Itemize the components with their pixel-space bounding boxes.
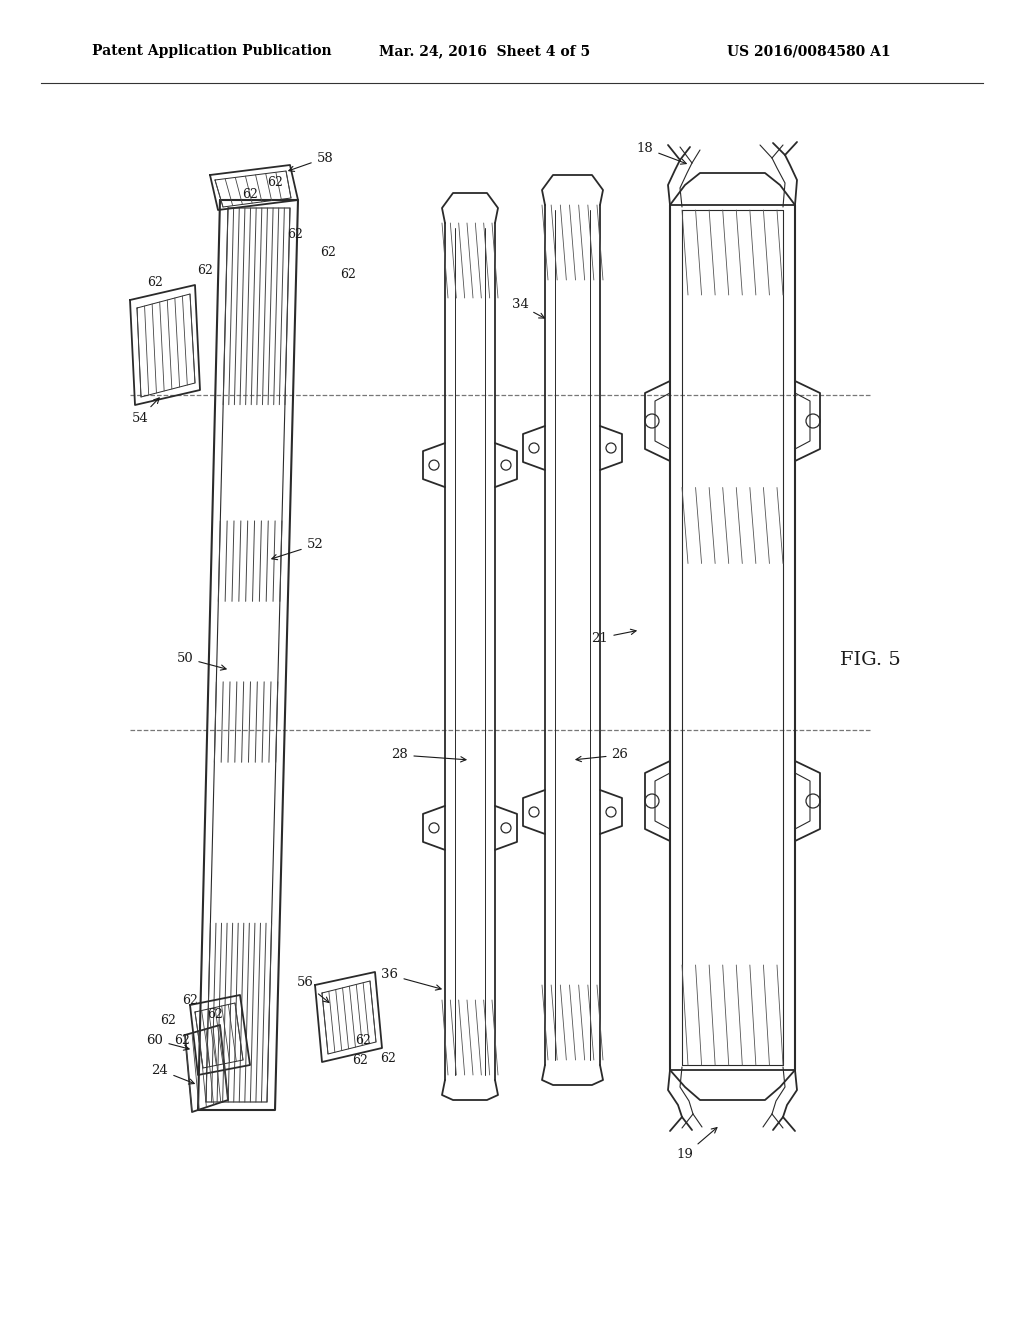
Text: US 2016/0084580 A1: US 2016/0084580 A1	[727, 45, 891, 58]
Text: 19: 19	[677, 1127, 717, 1162]
Text: 26: 26	[575, 748, 629, 762]
Text: FIG. 5: FIG. 5	[840, 651, 900, 669]
Text: 62: 62	[207, 1008, 223, 1022]
Text: 62: 62	[197, 264, 213, 276]
Text: 62: 62	[242, 189, 258, 202]
Text: 36: 36	[382, 969, 441, 990]
Text: 34: 34	[512, 298, 545, 318]
Text: 62: 62	[182, 994, 198, 1006]
Text: 62: 62	[352, 1053, 368, 1067]
Text: 60: 60	[146, 1034, 189, 1051]
Text: 62: 62	[174, 1034, 189, 1047]
Text: 62: 62	[355, 1034, 371, 1047]
Text: 24: 24	[152, 1064, 195, 1084]
Text: 62: 62	[160, 1014, 176, 1027]
Text: 50: 50	[176, 652, 226, 671]
Text: 28: 28	[391, 748, 466, 762]
Text: 52: 52	[271, 539, 324, 560]
Text: Mar. 24, 2016  Sheet 4 of 5: Mar. 24, 2016 Sheet 4 of 5	[379, 45, 590, 58]
Text: 18: 18	[637, 141, 686, 164]
Text: 62: 62	[380, 1052, 396, 1064]
Text: 56: 56	[297, 977, 329, 1002]
Text: 62: 62	[287, 228, 303, 242]
Text: 62: 62	[340, 268, 356, 281]
Text: 62: 62	[267, 177, 283, 190]
Text: Patent Application Publication: Patent Application Publication	[92, 45, 332, 58]
Text: 21: 21	[592, 630, 636, 644]
Text: 54: 54	[132, 397, 159, 425]
Text: 58: 58	[289, 152, 334, 172]
Text: 62: 62	[147, 276, 163, 289]
Text: 62: 62	[321, 246, 336, 259]
